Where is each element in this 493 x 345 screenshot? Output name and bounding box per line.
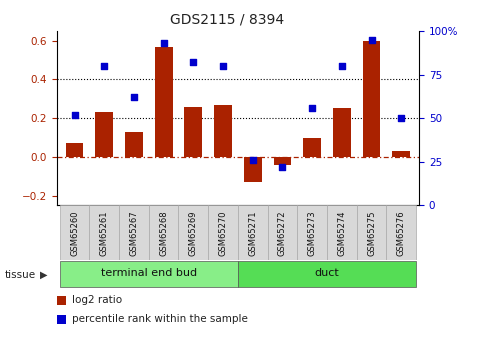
Text: duct: duct — [315, 268, 339, 278]
Point — [308, 105, 316, 110]
Bar — [178, 205, 208, 260]
Bar — [274, 157, 291, 165]
Text: GSM65261: GSM65261 — [100, 210, 109, 256]
Bar — [119, 205, 149, 260]
Point — [189, 60, 197, 65]
Text: tissue: tissue — [5, 270, 36, 279]
Bar — [66, 143, 83, 157]
Bar — [149, 205, 178, 260]
Bar — [363, 41, 381, 157]
Text: GSM65272: GSM65272 — [278, 210, 287, 256]
Bar — [238, 205, 268, 260]
Bar — [297, 205, 327, 260]
Text: ▶: ▶ — [39, 270, 47, 279]
Text: terminal end bud: terminal end bud — [101, 268, 197, 278]
Text: GSM65275: GSM65275 — [367, 210, 376, 256]
Bar — [387, 205, 416, 260]
Text: GSM65271: GSM65271 — [248, 210, 257, 256]
Bar — [238, 261, 416, 287]
Text: GSM65273: GSM65273 — [308, 210, 317, 256]
Text: GSM65276: GSM65276 — [397, 210, 406, 256]
Point — [338, 63, 346, 69]
Text: GSM65268: GSM65268 — [159, 210, 168, 256]
Text: log2 ratio: log2 ratio — [72, 295, 123, 305]
Bar — [356, 205, 387, 260]
Text: percentile rank within the sample: percentile rank within the sample — [72, 314, 248, 324]
Point — [397, 115, 405, 121]
Text: GSM65274: GSM65274 — [337, 210, 346, 256]
Bar — [95, 112, 113, 157]
Bar — [125, 132, 143, 157]
Text: GSM65269: GSM65269 — [189, 210, 198, 256]
Bar — [303, 138, 321, 157]
Point — [130, 95, 138, 100]
Point — [279, 164, 286, 170]
Bar — [60, 261, 238, 287]
Bar — [155, 47, 173, 157]
Text: GSM65270: GSM65270 — [218, 210, 228, 256]
Point — [70, 112, 78, 117]
Bar — [327, 205, 356, 260]
Bar — [60, 205, 89, 260]
Point — [219, 63, 227, 69]
Bar — [268, 205, 297, 260]
Point — [100, 63, 108, 69]
Bar — [184, 107, 202, 157]
Bar — [244, 157, 262, 182]
Point — [249, 157, 257, 163]
Bar — [214, 105, 232, 157]
Bar — [333, 108, 351, 157]
Bar — [89, 205, 119, 260]
Text: GSM65260: GSM65260 — [70, 210, 79, 256]
Text: GSM65267: GSM65267 — [130, 210, 139, 256]
Point — [368, 37, 376, 42]
Text: GDS2115 / 8394: GDS2115 / 8394 — [170, 12, 284, 26]
Bar — [392, 151, 410, 157]
Bar — [208, 205, 238, 260]
Point — [160, 40, 168, 46]
